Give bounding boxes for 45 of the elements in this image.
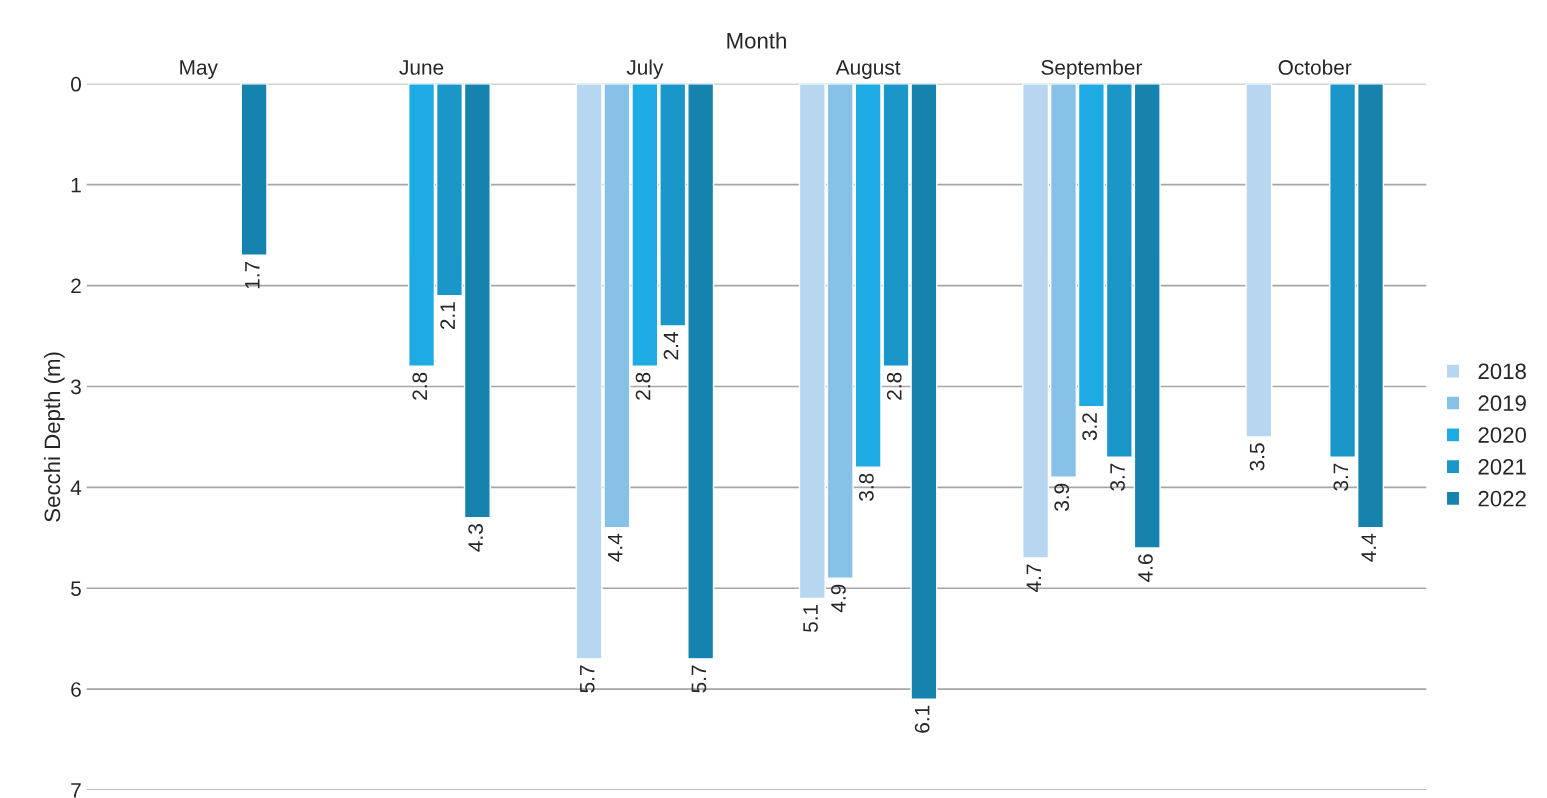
x-tick-label: October <box>1278 59 1352 75</box>
legend-label: 2018 <box>1478 363 1526 380</box>
data-label: 2.8 <box>412 372 428 400</box>
data-label: 3.7 <box>1333 463 1349 491</box>
y-tick-label: 2 <box>71 278 81 294</box>
data-label: 2.8 <box>635 372 651 400</box>
data-label: 5.1 <box>803 604 818 633</box>
data-label: 3.9 <box>1054 483 1070 511</box>
x-axis-title: Month <box>727 32 786 49</box>
legend-label: 2022 <box>1478 490 1526 507</box>
legend-label: 2020 <box>1478 427 1527 443</box>
y-axis-title: Secchi Depth (m) <box>43 352 65 522</box>
y-tick-label: 7 <box>71 783 81 798</box>
data-label: 4.4 <box>607 533 623 562</box>
y-tick-label: 4 <box>70 480 82 495</box>
legend-label: 2019 <box>1478 395 1526 412</box>
y-tick-label: 0 <box>71 76 81 92</box>
y-tick-label: 3 <box>70 379 81 395</box>
data-label: 4.4 <box>1361 533 1376 562</box>
bar <box>240 83 268 256</box>
x-tick-label: August <box>835 60 901 79</box>
data-label: 3.2 <box>1082 413 1097 441</box>
data-label: 4.3 <box>468 524 483 552</box>
y-tick-label: 6 <box>71 682 81 697</box>
data-label: 3.7 <box>1110 463 1125 491</box>
x-tick-label: May <box>180 60 218 79</box>
data-label: 3.5 <box>1249 443 1265 471</box>
x-tick-label: September <box>1041 59 1143 79</box>
x-tick-label: June <box>399 60 444 75</box>
y-tick-label: 5 <box>71 581 81 596</box>
data-label: 4.9 <box>831 584 846 613</box>
data-label: 2.1 <box>440 302 455 330</box>
y-tick-label: 1 <box>71 177 81 193</box>
bar <box>1245 83 1273 438</box>
data-label: 5.7 <box>691 665 707 693</box>
data-label: 4.7 <box>1026 564 1041 593</box>
data-label: 1.7 <box>245 261 260 289</box>
x-tick-label: July <box>626 59 664 79</box>
legend-label: 2021 <box>1478 458 1526 475</box>
data-label: 6.1 <box>914 705 930 733</box>
data-label: 2.4 <box>663 332 679 360</box>
data-label: 5.7 <box>580 665 595 693</box>
data-label: 3.8 <box>858 473 874 501</box>
data-label: 4.6 <box>1138 554 1153 582</box>
data-label: 2.8 <box>886 372 902 400</box>
